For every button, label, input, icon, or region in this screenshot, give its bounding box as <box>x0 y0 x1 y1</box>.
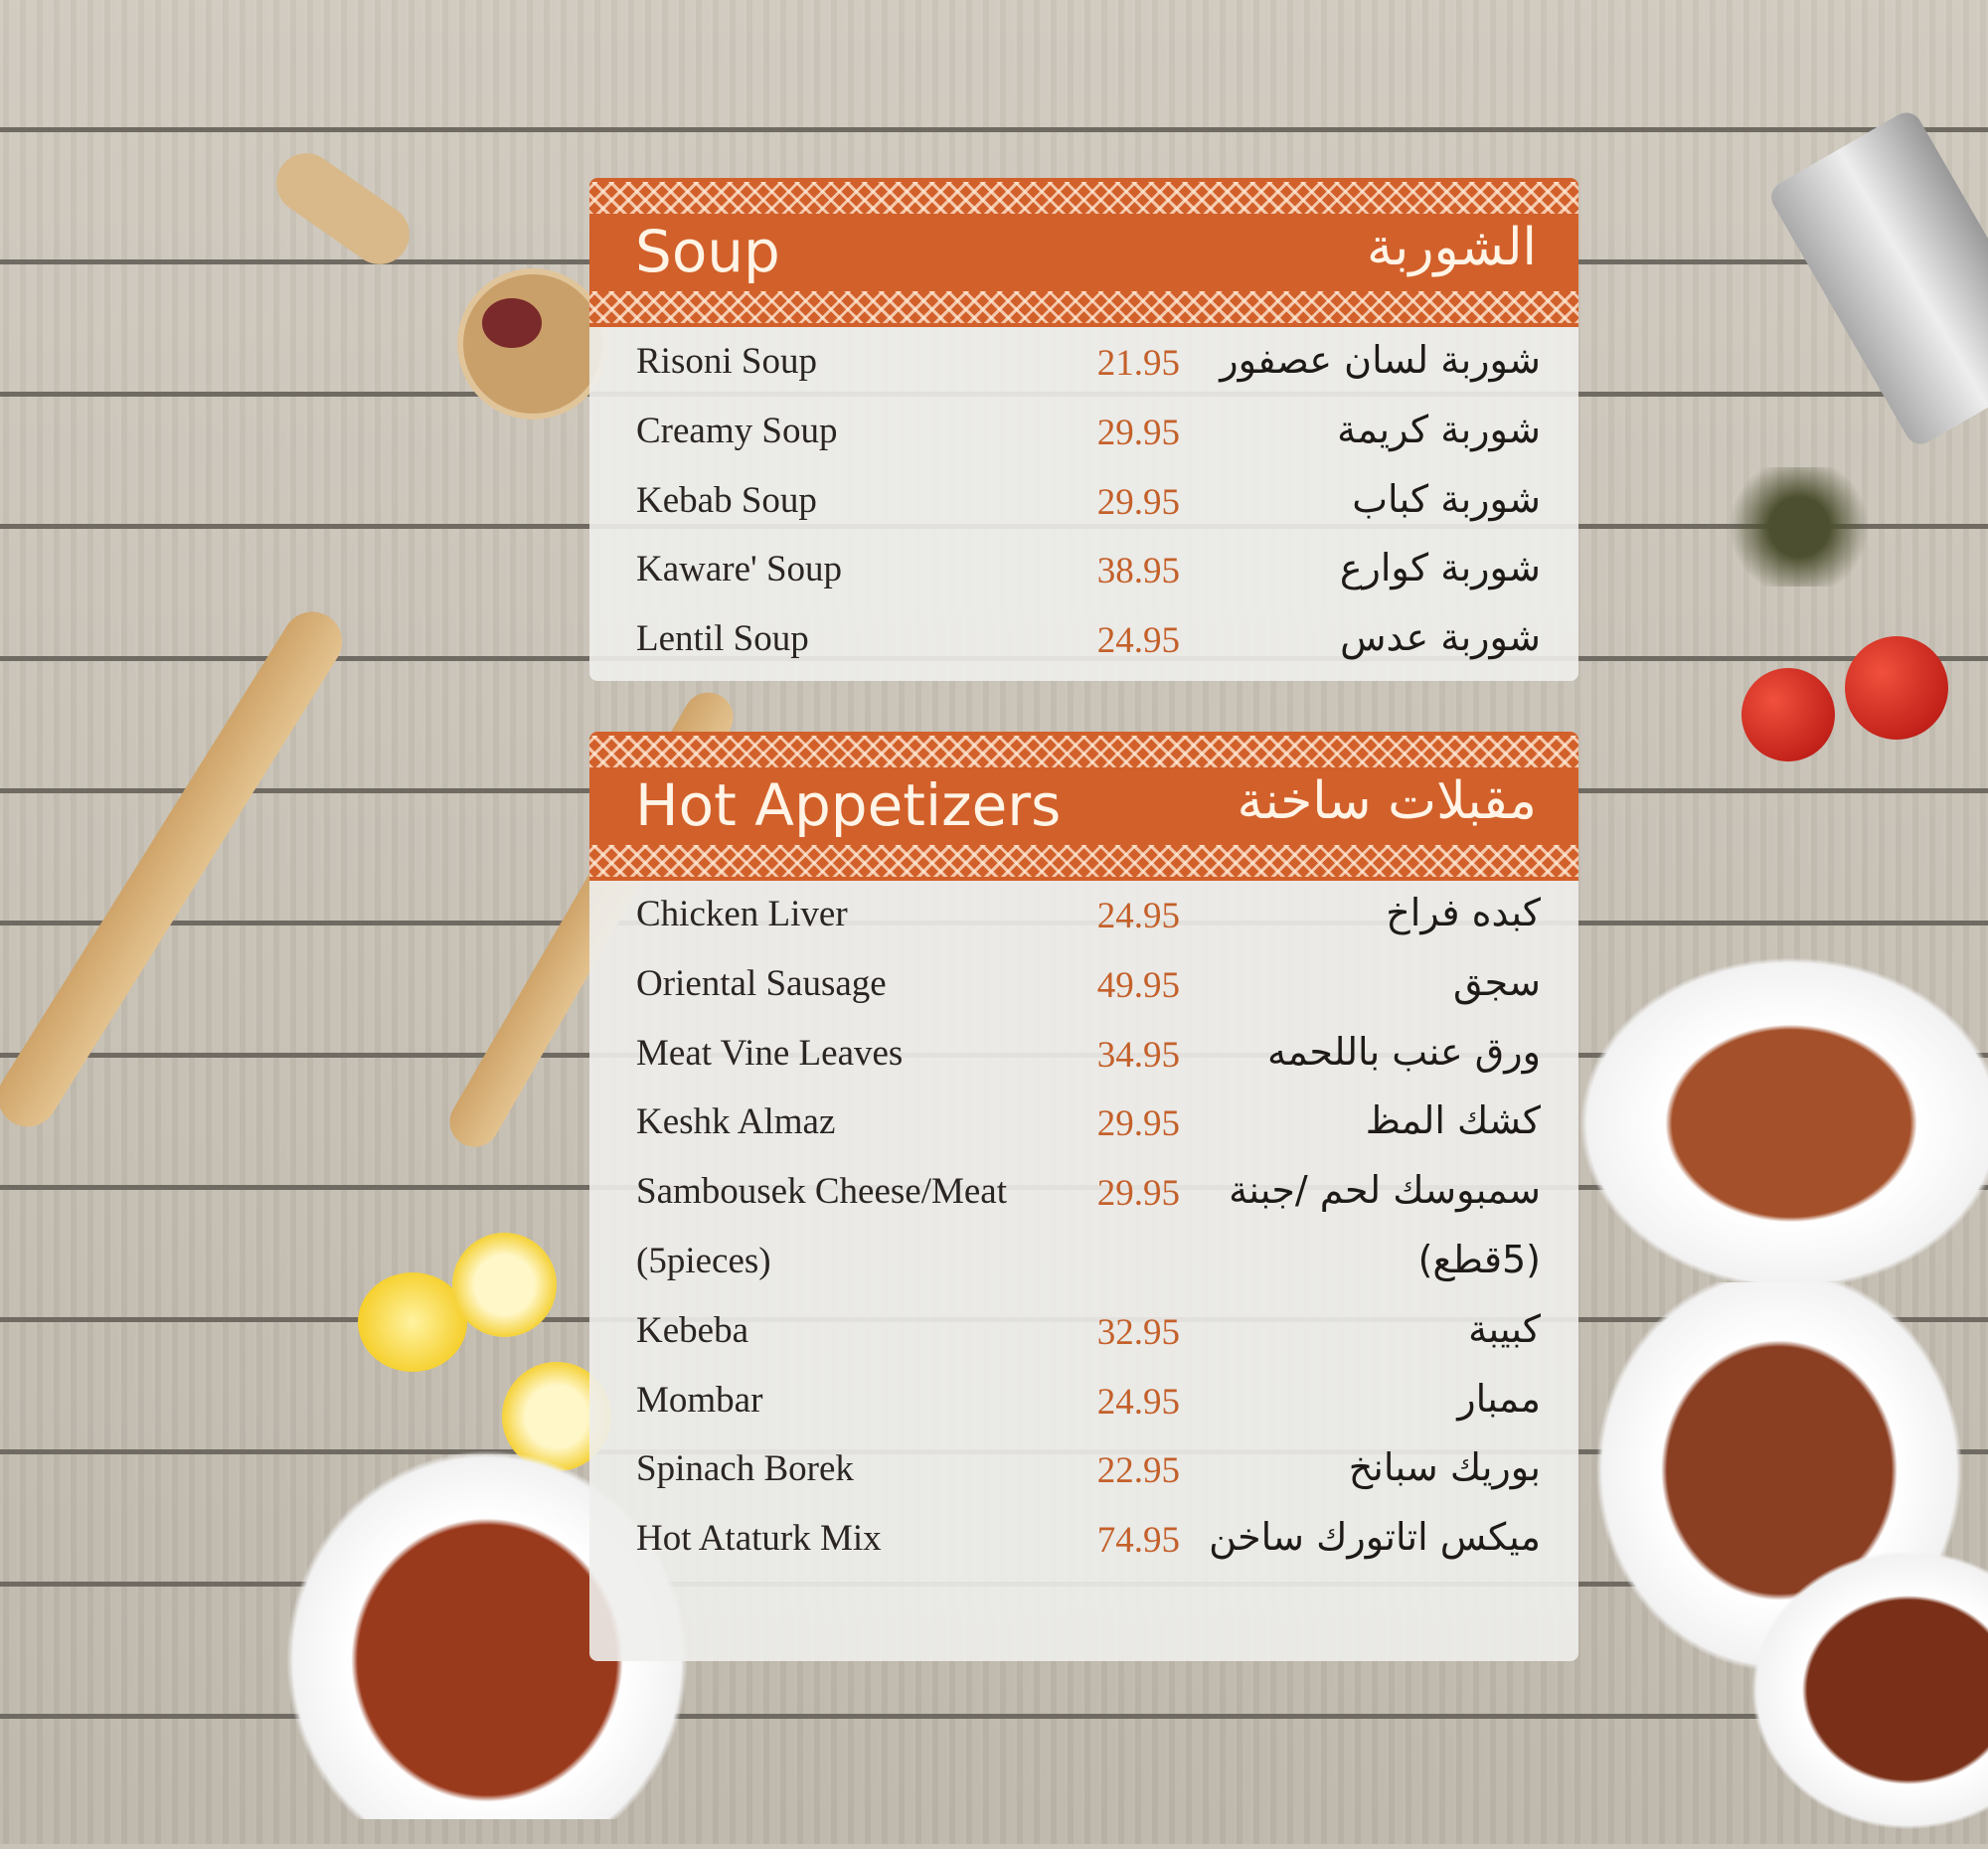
item-name-ar: كبيبة <box>1468 1306 1541 1351</box>
item-name-ar: كبده فراخ <box>1386 891 1541 934</box>
tomato-image <box>1845 636 1948 740</box>
section-title-ar: الشوربة <box>1366 218 1537 277</box>
item-name-en: Chicken Liver <box>636 894 848 934</box>
tomato-image <box>1741 668 1835 761</box>
item-name-ar: (5قطع) <box>1417 1238 1541 1281</box>
kibbeh-dish-image <box>1551 934 1988 1312</box>
menu-item-row: Risoni Soup 21.95 شوربة لسان عصفور <box>589 328 1578 398</box>
menu-item-row: Keshk Almaz 29.95 كشك المظ <box>589 1089 1578 1158</box>
item-price: 29.95 <box>1096 1173 1180 1215</box>
menu-item-row: Spinach Borek 22.95 بوريك سبانخ <box>589 1435 1578 1505</box>
item-price: 24.95 <box>1096 620 1180 662</box>
item-name-ar: شوربة عدس <box>1340 615 1541 660</box>
soup-section: Soup الشوربة Risoni Soup 21.95 شوربة لسان … <box>589 178 1578 681</box>
herbs-image <box>1720 467 1879 587</box>
item-price: 21.95 <box>1096 343 1180 384</box>
item-price: 74.95 <box>1096 1520 1180 1562</box>
item-name-ar: شوربة كباب <box>1352 476 1541 521</box>
item-name-ar: كشك المظ <box>1365 1098 1541 1143</box>
item-price: 24.95 <box>1096 896 1180 936</box>
menu-item-row: Kaware' Soup 38.95 شوربة كوارع <box>589 536 1578 605</box>
item-price: 24.95 <box>1096 1381 1180 1423</box>
lemon-slice-image <box>452 1233 557 1337</box>
item-name-en: Keshk Almaz <box>636 1101 836 1143</box>
item-name-en: (5pieces) <box>636 1241 771 1281</box>
item-name-ar: ميكس اتاتورك ساخن <box>1209 1515 1541 1560</box>
item-price: 38.95 <box>1096 551 1180 592</box>
item-name-en: Mombar <box>636 1379 763 1421</box>
item-name-en: Lentil Soup <box>636 618 809 660</box>
ornament-pattern <box>589 291 1578 323</box>
item-name-en: Spinach Borek <box>636 1448 854 1490</box>
section-title-en: Soup <box>635 218 780 285</box>
menu-item-row: Hot Ataturk Mix 74.95 ميكس اتاتورك ساخن <box>589 1505 1578 1575</box>
wooden-scoop-image <box>264 141 608 420</box>
item-name-ar: شوربة لسان عصفور <box>1220 338 1541 382</box>
stew-dish-image <box>1730 1531 1988 1849</box>
item-price: 29.95 <box>1096 412 1180 453</box>
item-name-ar: شوربة كريمة <box>1337 407 1541 451</box>
menu-item-row: Mombar 24.95 ممبار <box>589 1367 1578 1436</box>
item-name-en: Sambousek Cheese/Meat <box>636 1171 1007 1213</box>
section-title-ar: مقبلات ساخنة <box>1237 771 1538 831</box>
item-price: 49.95 <box>1096 964 1180 1006</box>
item-name-en: Kebeba <box>636 1309 748 1351</box>
menu-item-row: (5pieces) (5قطع) <box>589 1228 1578 1297</box>
item-name-en: Creamy Soup <box>636 410 838 451</box>
item-name-ar: سمبوسك لحم /جبنة <box>1229 1168 1541 1213</box>
menu-item-row: Oriental Sausage 49.95 سجق <box>589 950 1578 1020</box>
menu-item-row: Lentil Soup 24.95 شوربة عدس <box>589 605 1578 675</box>
section-title-en: Hot Appetizers <box>635 771 1062 839</box>
hot-appetizers-section: Hot Appetizers مقبلات ساخنة Chicken Live… <box>589 732 1578 1661</box>
item-price: 22.95 <box>1096 1450 1180 1492</box>
lemon-image <box>358 1272 467 1372</box>
menu-item-row: Creamy Soup 29.95 شوربة كريمة <box>589 398 1578 467</box>
item-price: 29.95 <box>1096 1103 1180 1145</box>
item-name-ar: بوريك سبانخ <box>1348 1445 1541 1490</box>
item-name-ar: سجق <box>1452 959 1541 1004</box>
item-name-en: Risoni Soup <box>636 341 817 382</box>
item-price: 32.95 <box>1096 1311 1180 1353</box>
item-name-en: Kebab Soup <box>636 479 817 521</box>
item-name-en: Oriental Sausage <box>636 962 887 1004</box>
item-name-ar: ورق عنب باللحمه <box>1267 1029 1541 1074</box>
section-header: Hot Appetizers مقبلات ساخنة <box>589 732 1578 881</box>
item-name-ar: ممبار <box>1457 1376 1541 1421</box>
menu-item-row: Kebab Soup 29.95 شوربة كباب <box>589 467 1578 537</box>
menu-item-row: Chicken Liver 24.95 كبده فراخ <box>589 881 1578 950</box>
item-price: 34.95 <box>1096 1034 1180 1076</box>
item-name-en: Kaware' Soup <box>636 549 843 590</box>
section-header: Soup الشوربة <box>589 178 1578 327</box>
ornament-pattern <box>589 845 1578 877</box>
menu-item-row: Kebeba 32.95 كبيبة <box>589 1297 1578 1367</box>
ornament-pattern <box>589 182 1578 214</box>
menu-item-row: Sambousek Cheese/Meat 29.95 سمبوسك لحم /جب… <box>589 1158 1578 1228</box>
item-name-en: Hot Ataturk Mix <box>636 1518 882 1560</box>
item-name-ar: شوربة كوارع <box>1339 546 1541 590</box>
ornament-pattern <box>589 736 1578 767</box>
menu-item-row: Meat Vine Leaves 34.95 ورق عنب باللحمه <box>589 1020 1578 1090</box>
item-name-en: Meat Vine Leaves <box>636 1032 904 1074</box>
item-price: 29.95 <box>1096 481 1180 523</box>
